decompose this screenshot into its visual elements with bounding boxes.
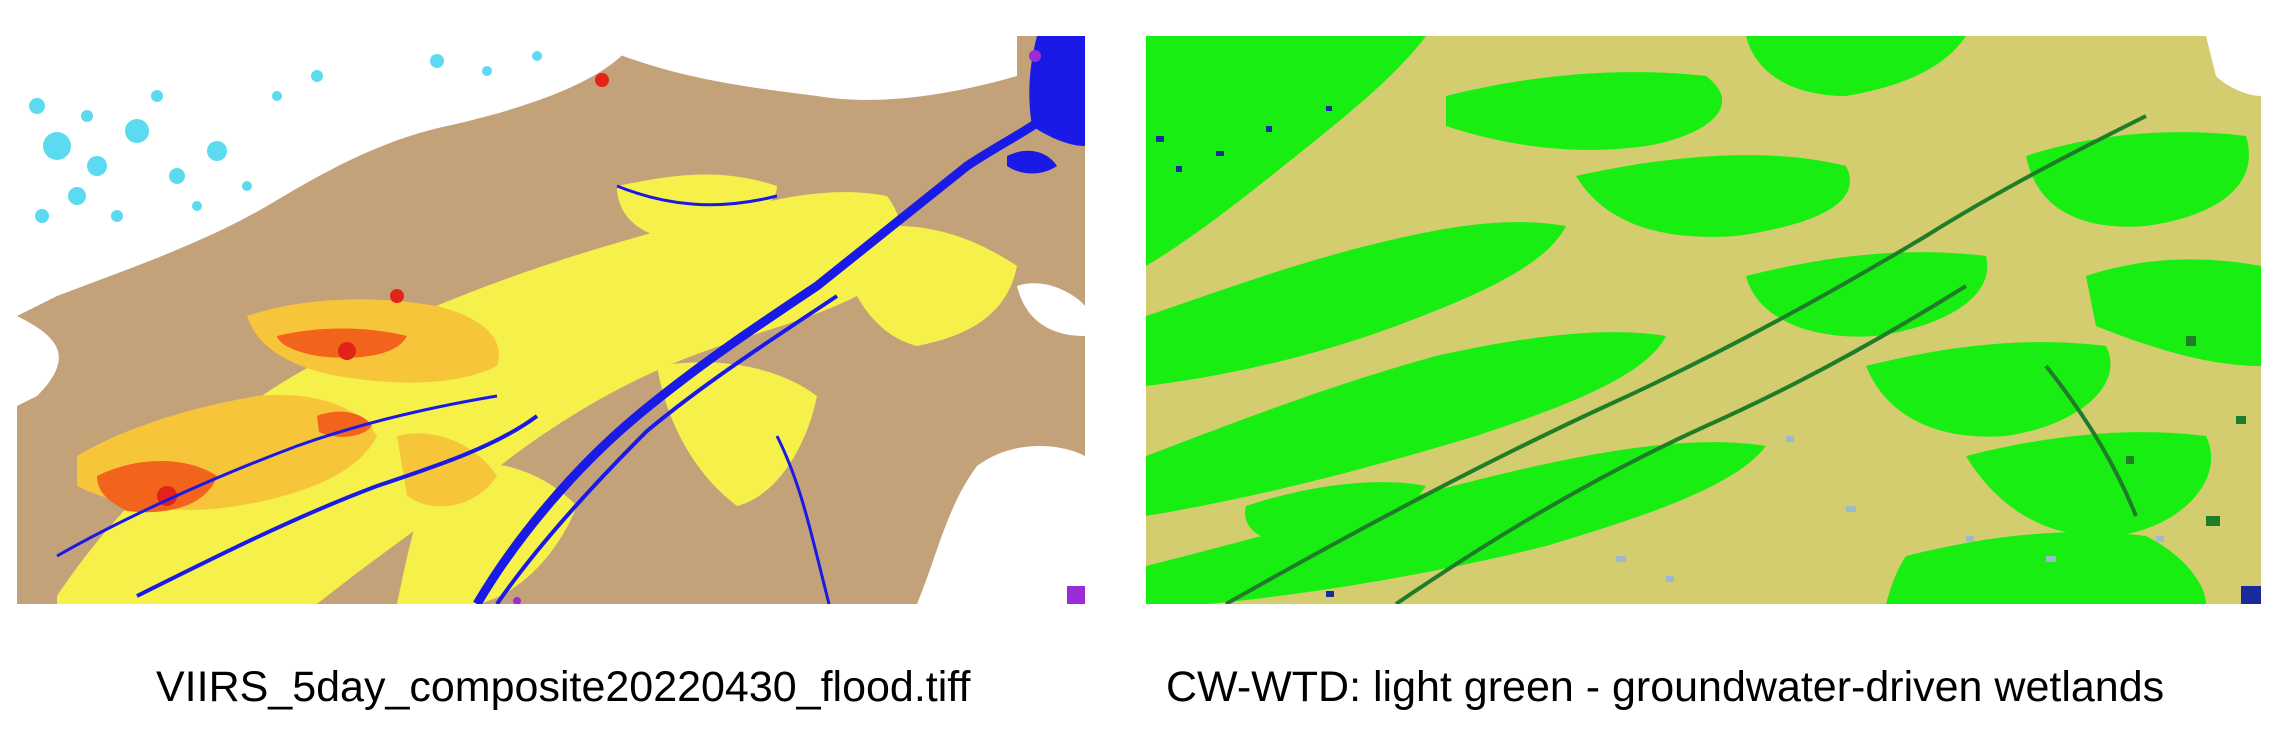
cw-wtd-wetland-map (1146, 36, 2261, 604)
cw-wtd-caption: CW-WTD: light green - groundwater-driven… (1166, 663, 2165, 711)
viirs-caption: VIIRS_5day_composite20220430_flood.tiff (156, 663, 971, 711)
cw-wtd-wetland-map-image (1146, 36, 2261, 604)
viirs-flood-map-image (17, 36, 1085, 604)
viirs-flood-map (17, 36, 1085, 604)
